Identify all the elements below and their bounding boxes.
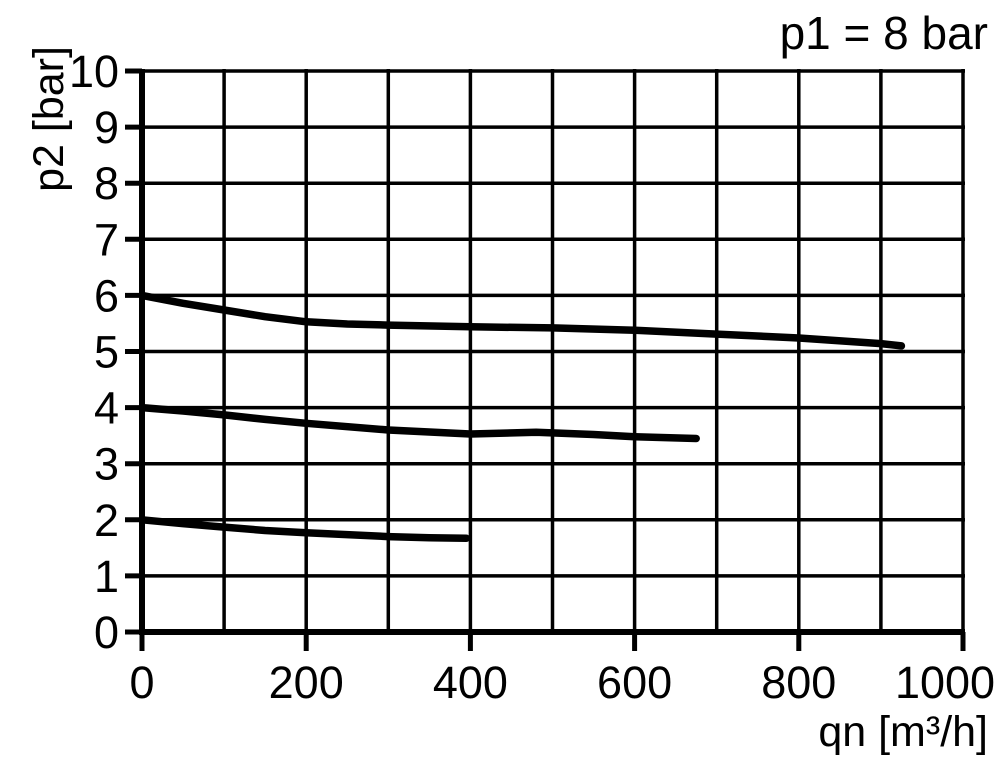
y-axis-label: p2 [bar] <box>25 46 73 192</box>
y-tick-label-4: 4 <box>94 383 119 434</box>
y-tick-label-2: 2 <box>94 495 119 546</box>
y-tick-label-5: 5 <box>94 327 119 378</box>
y-tick-label-3: 3 <box>94 439 119 490</box>
y-tick-label-6: 6 <box>94 270 119 321</box>
chart-title: p1 = 8 bar <box>780 7 988 59</box>
curve-layer <box>138 291 906 543</box>
y-tick-label-10: 10 <box>69 46 119 97</box>
x-axis-label: qn [m³/h] <box>818 708 988 756</box>
x-tick-label-800: 800 <box>761 657 836 708</box>
lower-curve-start-2-bar <box>138 516 471 543</box>
y-tick-label-9: 9 <box>94 102 119 153</box>
x-tick-label-1000: 1000 <box>895 657 995 708</box>
x-tick-label-200: 200 <box>269 657 344 708</box>
x-tick-label-0: 0 <box>129 657 154 708</box>
y-tick-label-1: 1 <box>94 551 119 602</box>
x-tick-label-600: 600 <box>597 657 672 708</box>
y-tick-label-7: 7 <box>94 214 119 265</box>
x-tick-label-400: 400 <box>433 657 508 708</box>
grid-layer <box>139 69 965 635</box>
y-tick-label-0: 0 <box>94 607 119 658</box>
upper-curve-start-6-bar <box>138 291 906 350</box>
axis-tick-layer <box>125 68 966 651</box>
y-tick-label-8: 8 <box>94 158 119 209</box>
middle-curve-start-4-bar <box>138 403 700 443</box>
